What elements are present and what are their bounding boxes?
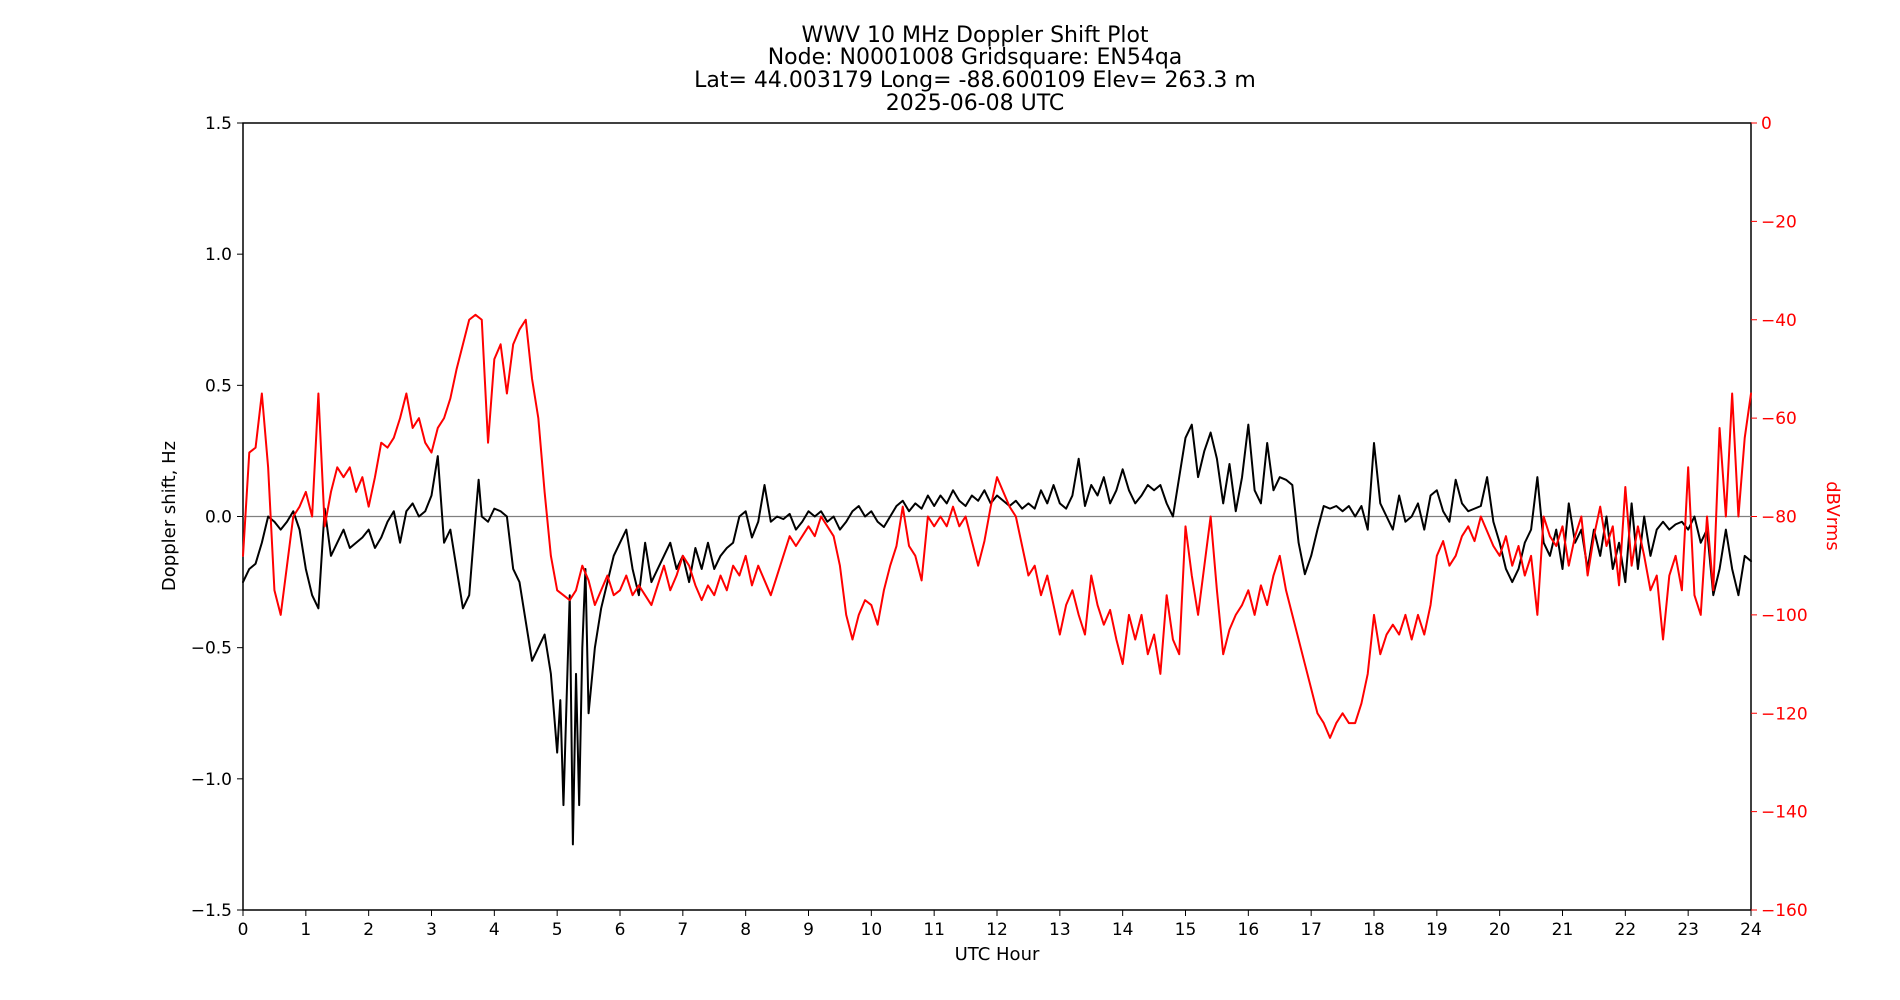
x-tick-label: 4	[489, 920, 500, 940]
series-layer	[242, 313, 1752, 846]
right-y-tick-label: −40	[1761, 311, 1797, 331]
x-tick-label: 23	[1677, 920, 1699, 940]
x-axis-label: UTC Hour	[955, 944, 1040, 965]
right-y-tick-label: −80	[1761, 508, 1797, 528]
x-tick-label: 24	[1740, 920, 1762, 940]
left-y-tick-label: −1.5	[191, 901, 232, 921]
x-tick-label: 9	[803, 920, 814, 940]
x-tick-label: 3	[426, 920, 437, 940]
x-axis: 0 1 2 3 4 5 6 7 8 9 10 11 12 13 14 15 16 17 18 19 20 21 22 23 24	[238, 910, 1762, 940]
power-series-line	[242, 313, 1752, 739]
right-y-tick-label: −140	[1761, 803, 1808, 823]
right-y-tick-label: −160	[1761, 901, 1808, 921]
x-tick-label: 11	[923, 920, 945, 940]
left-y-axis-label: Doppler shift, Hz	[159, 441, 180, 591]
x-tick-label: 20	[1489, 920, 1511, 940]
left-y-tick-label: −1.0	[191, 770, 232, 790]
x-tick-label: 12	[986, 920, 1008, 940]
left-y-tick-label: 0.5	[205, 376, 232, 396]
x-tick-label: 18	[1363, 920, 1385, 940]
x-tick-label: 0	[238, 920, 249, 940]
x-tick-label: 10	[861, 920, 883, 940]
x-tick-label: 6	[615, 920, 626, 940]
title-line-4: 2025-06-08 UTC	[886, 91, 1064, 116]
title-line-1: WWV 10 MHz Doppler Shift Plot	[801, 23, 1148, 48]
x-tick-label: 5	[552, 920, 563, 940]
x-tick-label: 2	[363, 920, 374, 940]
x-tick-label: 22	[1615, 920, 1637, 940]
x-tick-label: 14	[1112, 920, 1134, 940]
doppler-series-line	[242, 423, 1752, 846]
x-tick-label: 21	[1552, 920, 1574, 940]
x-tick-label: 16	[1238, 920, 1260, 940]
x-tick-label: 15	[1175, 920, 1197, 940]
right-y-tick-label: −60	[1761, 409, 1797, 429]
left-y-tick-label: −0.5	[191, 639, 232, 659]
left-y-axis: −1.5 −1.0 −0.5 0.0 0.5 1.0 1.5	[191, 114, 243, 921]
left-y-tick-label: 1.5	[205, 114, 232, 134]
x-tick-label: 13	[1049, 920, 1071, 940]
right-y-tick-label: 0	[1761, 114, 1772, 134]
x-tick-label: 1	[300, 920, 311, 940]
left-y-tick-label: 1.0	[205, 245, 232, 265]
x-tick-label: 19	[1426, 920, 1448, 940]
left-y-tick-label: 0.0	[205, 508, 232, 528]
title-line-2: Node: N0001008 Gridsquare: EN54qa	[768, 45, 1183, 70]
x-tick-label: 7	[677, 920, 688, 940]
title-line-3: Lat= 44.003179 Long= -88.600109 Elev= 26…	[694, 68, 1256, 93]
x-tick-label: 8	[740, 920, 751, 940]
right-y-tick-label: −100	[1761, 606, 1808, 626]
right-y-tick-label: −20	[1761, 212, 1797, 232]
right-y-axis-label: dBVrms	[1822, 481, 1843, 551]
x-tick-label: 17	[1300, 920, 1322, 940]
right-y-tick-label: −120	[1761, 704, 1808, 724]
right-y-axis: −160 −140 −120 −100 −80 −60 −40 −20 0	[1751, 114, 1808, 921]
